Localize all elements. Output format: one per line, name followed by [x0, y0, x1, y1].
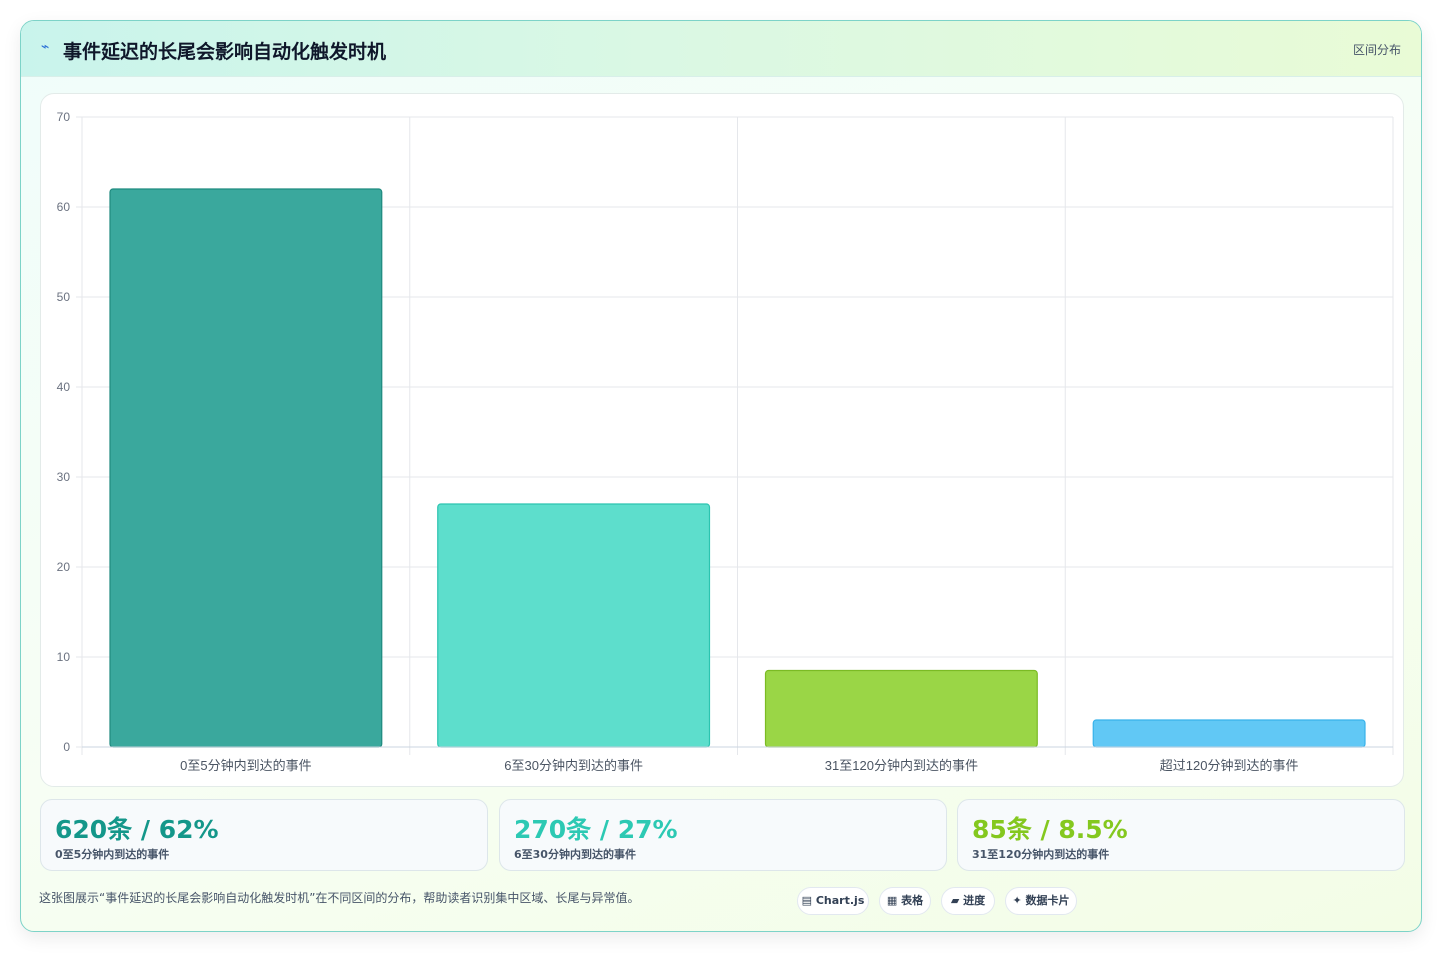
table-icon: ▦: [886, 894, 898, 907]
chart-card: ⌁ 事件延迟的长尾会影响自动化触发时机 区间分布 0 10 20 30 40 50 60 70…: [20, 20, 1422, 932]
chip-label: 表格: [901, 894, 924, 907]
y-tick-label: 40: [57, 380, 71, 394]
chip-table[interactable]: ▦ 表格: [879, 887, 931, 915]
header-tag: 区间分布: [1352, 43, 1401, 57]
chip-label: 数据卡片: [1025, 894, 1070, 907]
progress-icon: ▰: [950, 894, 960, 907]
chip-progress[interactable]: ▰ 进度: [941, 887, 995, 915]
stat-value: 620条 / 62%: [55, 815, 219, 844]
stat-value: 270条 / 27%: [514, 815, 678, 844]
y-tick-label: 50: [57, 290, 71, 304]
y-tick-label: 70: [57, 110, 71, 124]
bar: [109, 188, 383, 748]
y-tick-label: 20: [57, 560, 71, 574]
stat-card-3: 85条 / 8.5% 31至120分钟内到达的事件: [957, 799, 1405, 871]
stat-label: 31至120分钟内到达的事件: [972, 848, 1110, 861]
stat-label: 6至30分钟内到达的事件: [514, 848, 636, 861]
y-tick-label: 10: [57, 650, 71, 664]
chip-label: 进度: [963, 894, 986, 907]
x-tick-label: 6至30分钟内到达的事件: [504, 758, 643, 773]
stat-value: 85条 / 8.5%: [972, 815, 1128, 844]
trend-line-icon: ⌁: [41, 39, 50, 55]
sparkle-icon: ✦: [1012, 894, 1022, 907]
bar: [1092, 719, 1366, 748]
x-tick-label: 31至120分钟内到达的事件: [825, 758, 978, 773]
y-tick-label: 60: [57, 200, 71, 214]
stat-card-1: 620条 / 62% 0至5分钟内到达的事件: [40, 799, 488, 871]
bar: [437, 503, 711, 748]
x-tick-label: 超过120分钟到达的事件: [1160, 758, 1299, 773]
chip-chartjs[interactable]: ▤ Chart.js: [797, 887, 869, 915]
card-header: ⌁ 事件延迟的长尾会影响自动化触发时机 区间分布: [21, 21, 1421, 77]
y-tick-label: 30: [57, 470, 71, 484]
chip-label: Chart.js: [815, 894, 865, 907]
chart-icon: ▤: [801, 894, 813, 907]
chart-caption: 这张图展示“事件延迟的长尾会影响自动化触发时机”在不同区间的分布，帮助读者识别集…: [39, 891, 640, 905]
page-title: 事件延迟的长尾会影响自动化触发时机: [63, 41, 387, 63]
stat-card-2: 270条 / 27% 6至30分钟内到达的事件: [499, 799, 947, 871]
bar-chart: 0 10 20 30 40 50 60 70 0至5分钟内到达的事件 6至30分钟内到达的事件 31…: [57, 110, 1394, 773]
chart-panel: 0 10 20 30 40 50 60 70 0至5分钟内到达的事件 6至30分钟内到达的事件 31…: [40, 93, 1404, 787]
chip-data-card[interactable]: ✦ 数据卡片: [1005, 887, 1077, 915]
x-tick-label: 0至5分钟内到达的事件: [180, 758, 311, 773]
y-tick-label: 0: [63, 740, 70, 754]
stat-label: 0至5分钟内到达的事件: [55, 848, 170, 861]
bar: [764, 669, 1038, 748]
